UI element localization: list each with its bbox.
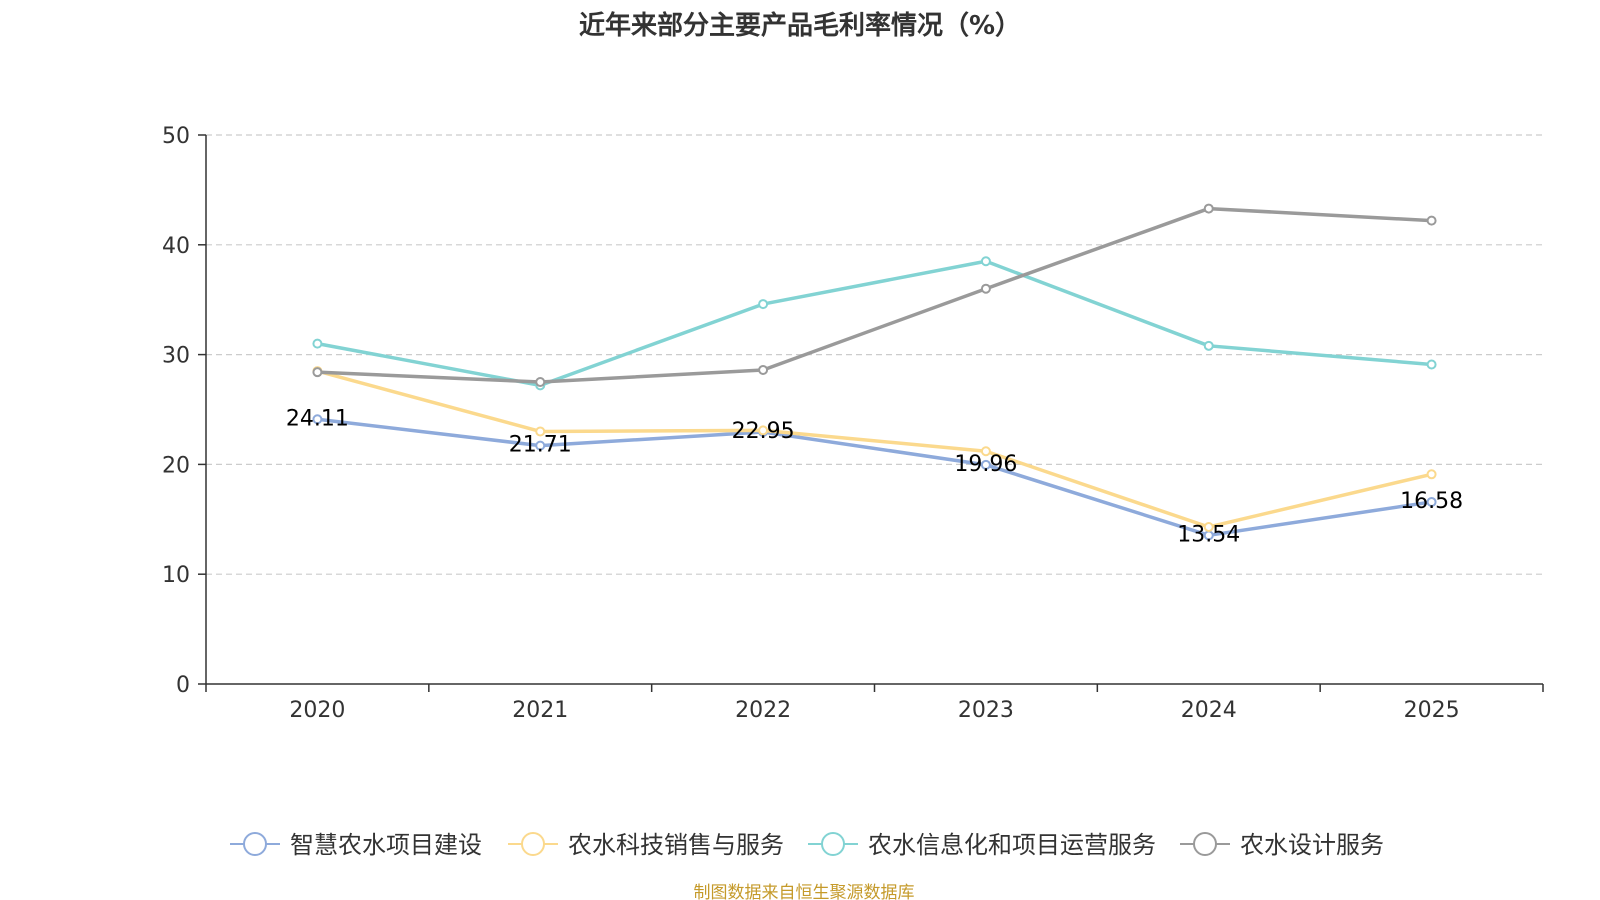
data-point (980, 256, 991, 267)
x-tick-label: 2020 (289, 698, 345, 723)
legend[interactable]: 智慧农水项目建设 农水科技销售与服务 农水信息化和项目运营服务 农水设计服务 (230, 831, 1384, 859)
source-note: 制图数据来自恒生聚源数据库 (694, 883, 915, 900)
x-tick-labels: 2020 2021 2022 2023 2024 2025 (289, 698, 1459, 723)
legend-swatch-marker (243, 832, 267, 856)
data-point (980, 283, 991, 294)
data-point (535, 440, 546, 451)
data-point (312, 367, 323, 378)
legend-item-label: 农水设计服务 (1240, 831, 1384, 859)
data-label: 21.71 (509, 433, 572, 458)
data-point (758, 425, 769, 436)
series-line (317, 259, 1432, 388)
legend-item-label: 农水信息化和项目运营服务 (868, 831, 1156, 859)
data-label: 24.11 (286, 406, 349, 431)
chart-title: 近年来部分主要产品毛利率情况（%） (579, 10, 1021, 41)
data-point (1203, 521, 1214, 532)
gridlines (198, 134, 1544, 692)
x-tick-label: 2024 (1181, 698, 1237, 723)
data-point (758, 299, 769, 310)
y-tick-label: 20 (162, 453, 190, 478)
data-point (1203, 203, 1214, 214)
data-point (758, 364, 769, 375)
data-labels: 24.11 21.71 22.95 19.96 13.54 16.58 (286, 406, 1463, 547)
x-tick-label: 2023 (958, 698, 1014, 723)
x-tick-label: 2021 (512, 698, 568, 723)
series-line (317, 417, 1432, 538)
legend-item-label: 农水科技销售与服务 (568, 831, 784, 859)
legend-item-label: 智慧农水项目建设 (290, 831, 482, 859)
data-point (535, 377, 546, 388)
data-point (1426, 469, 1437, 480)
data-point (535, 426, 546, 437)
data-point (980, 446, 991, 457)
data-point (1426, 359, 1437, 370)
y-tick-label: 0 (176, 673, 190, 698)
legend-swatch-marker (521, 832, 545, 856)
legend-swatch-marker (1193, 832, 1217, 856)
series-lines (312, 203, 1437, 541)
y-tick-label: 30 (162, 344, 190, 369)
x-tick-label: 2022 (735, 698, 791, 723)
data-label: 19.96 (954, 452, 1017, 477)
y-tick-label: 50 (162, 124, 190, 149)
data-label: 16.58 (1400, 489, 1463, 514)
y-tick-labels: 0 10 20 30 40 50 (162, 124, 190, 698)
y-tick-label: 40 (162, 234, 190, 259)
axes (205, 135, 1543, 685)
data-point (1426, 496, 1437, 507)
series-line (317, 206, 1432, 384)
data-point (1203, 340, 1214, 351)
data-point (312, 338, 323, 349)
data-point (312, 414, 323, 425)
data-label: 22.95 (732, 419, 795, 444)
y-tick-label: 10 (162, 563, 190, 588)
legend-swatch-marker (821, 832, 845, 856)
data-label: 13.54 (1177, 522, 1240, 547)
series-line (316, 369, 1432, 529)
x-tick-label: 2025 (1404, 698, 1460, 723)
data-point (980, 459, 991, 470)
data-point (1426, 215, 1437, 226)
